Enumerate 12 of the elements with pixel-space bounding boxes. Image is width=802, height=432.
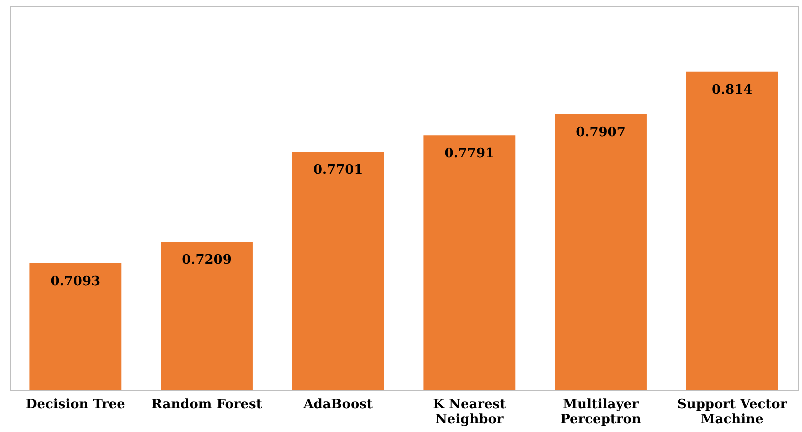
x-tick-label: Decision Tree: [26, 398, 126, 412]
data-label: 0.7791: [444, 146, 495, 162]
x-tick-label: K Nearest Neighbor: [433, 398, 506, 428]
x-tick-label: Support Vector Machine: [677, 398, 788, 428]
data-label: 0.7701: [313, 163, 364, 178]
data-label: 0.7209: [182, 253, 232, 268]
x-tick-label: Random Forest: [152, 398, 262, 412]
x-tick-label: AdaBoost: [302, 398, 373, 412]
x-tick-label: Multilayer Perceptron: [560, 398, 642, 428]
data-label: 0.814: [712, 82, 753, 98]
data-label: 0.7093: [50, 274, 101, 290]
data-label: 0.7907: [576, 125, 626, 140]
